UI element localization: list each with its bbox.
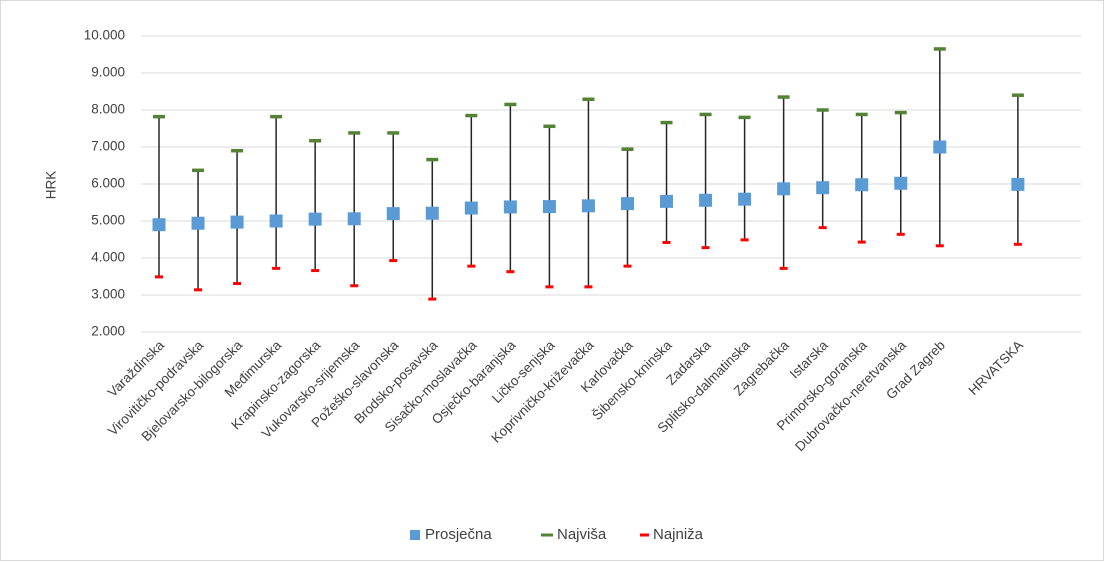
y-tick-label: 2.000 bbox=[91, 324, 125, 339]
average-marker bbox=[855, 178, 869, 192]
y-tick-label: 7.000 bbox=[91, 139, 125, 154]
average-marker bbox=[230, 215, 244, 229]
y-tick-labels: 2.000 3.000 4.000 5.000 6.000 7.000 8.000 9.000… bbox=[84, 28, 125, 339]
average-marker bbox=[386, 207, 400, 221]
legend: Prosječna Najviša Najniža bbox=[410, 526, 704, 543]
average-marker bbox=[620, 197, 634, 211]
category-label: HRVATSKA bbox=[966, 338, 1026, 398]
legend-swatch-average bbox=[410, 530, 420, 540]
average-marker bbox=[308, 212, 322, 226]
average-marker bbox=[816, 181, 830, 195]
average-marker bbox=[191, 216, 205, 230]
y-axis-title: HRK bbox=[44, 171, 59, 200]
y-tick-label: 9.000 bbox=[91, 65, 125, 80]
average-marker bbox=[503, 200, 517, 214]
average-marker bbox=[269, 214, 283, 228]
average-marker bbox=[738, 192, 752, 206]
average-marker bbox=[660, 194, 674, 208]
markers bbox=[152, 47, 1025, 301]
average-marker bbox=[542, 200, 556, 214]
y-tick-label: 6.000 bbox=[91, 176, 125, 191]
category-labels: VaraždinskaVirovitičko-podravskaBjelovar… bbox=[105, 337, 1026, 454]
legend-label: Prosječna bbox=[425, 526, 492, 543]
average-marker bbox=[464, 201, 478, 215]
average-marker bbox=[894, 176, 908, 190]
legend-label: Najviša bbox=[557, 526, 607, 543]
average-marker bbox=[581, 199, 595, 213]
average-marker bbox=[1011, 177, 1025, 191]
y-tick-label: 5.000 bbox=[91, 213, 125, 228]
average-marker bbox=[152, 218, 166, 232]
y-tick-label: 10.000 bbox=[84, 28, 125, 43]
legend-label: Najniža bbox=[653, 526, 704, 543]
y-tick-label: 3.000 bbox=[91, 287, 125, 302]
average-marker bbox=[425, 206, 439, 220]
average-marker bbox=[347, 212, 361, 226]
high-low-lines bbox=[158, 48, 1019, 300]
average-marker bbox=[933, 140, 947, 154]
gridlines bbox=[141, 35, 1081, 333]
y-tick-label: 4.000 bbox=[91, 250, 125, 265]
average-marker bbox=[777, 182, 791, 196]
y-tick-label: 8.000 bbox=[91, 102, 125, 117]
average-marker bbox=[699, 193, 713, 207]
